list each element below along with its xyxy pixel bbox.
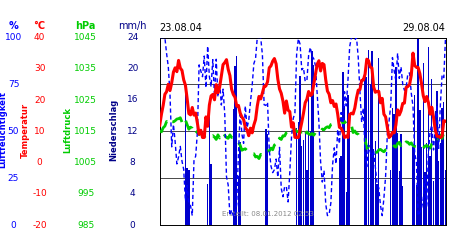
Text: 0: 0: [130, 220, 135, 230]
Text: 1035: 1035: [74, 64, 97, 73]
Text: 20: 20: [127, 64, 139, 73]
Text: hPa: hPa: [75, 21, 96, 31]
Text: 10: 10: [34, 127, 45, 136]
Text: 4: 4: [130, 189, 135, 198]
Text: %: %: [9, 21, 18, 31]
Text: Luftfeuchtigkeit: Luftfeuchtigkeit: [0, 92, 8, 168]
Text: 25: 25: [8, 174, 19, 182]
Text: 1025: 1025: [74, 96, 97, 104]
Text: 8: 8: [130, 158, 135, 167]
Text: 75: 75: [8, 80, 19, 89]
Text: Erstellt: 08.01.2012 02:53: Erstellt: 08.01.2012 02:53: [222, 212, 314, 218]
Text: 100: 100: [5, 33, 22, 42]
Text: 40: 40: [34, 33, 45, 42]
Text: 0: 0: [37, 158, 42, 167]
Text: 1015: 1015: [74, 127, 97, 136]
Text: 50: 50: [8, 127, 19, 136]
Text: °C: °C: [34, 21, 45, 31]
Text: 1045: 1045: [74, 33, 97, 42]
Text: 985: 985: [77, 220, 94, 230]
Text: 995: 995: [77, 189, 94, 198]
Text: Temperatur: Temperatur: [21, 102, 30, 158]
Text: Niederschlag: Niederschlag: [109, 99, 118, 161]
Text: 24: 24: [127, 33, 139, 42]
Text: 30: 30: [34, 64, 45, 73]
Text: -20: -20: [32, 220, 47, 230]
Text: 1005: 1005: [74, 158, 97, 167]
Text: 16: 16: [127, 96, 139, 104]
Text: 12: 12: [127, 127, 139, 136]
Text: 20: 20: [34, 96, 45, 104]
Text: 0: 0: [11, 220, 16, 230]
Text: mm/h: mm/h: [118, 21, 147, 31]
Text: -10: -10: [32, 189, 47, 198]
Text: 23.08.04: 23.08.04: [160, 23, 202, 33]
Text: 29.08.04: 29.08.04: [403, 23, 446, 33]
Text: Luftdruck: Luftdruck: [63, 107, 72, 153]
